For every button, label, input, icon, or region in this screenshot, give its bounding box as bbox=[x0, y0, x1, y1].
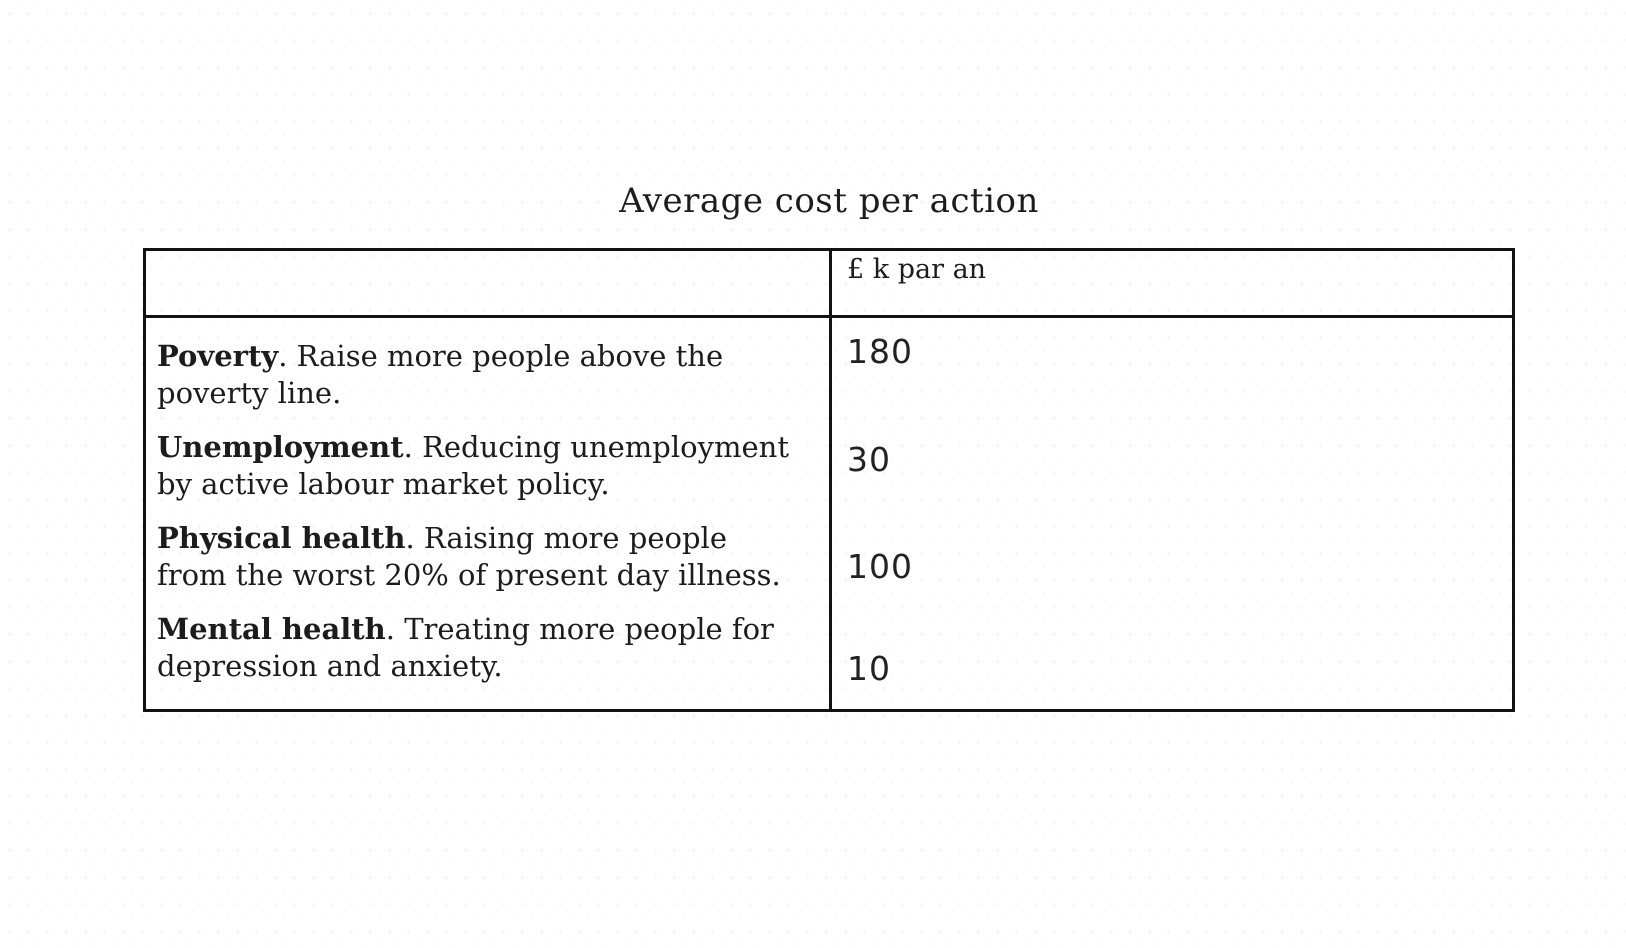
cost-table: £ k par an Poverty. Raise more people ab… bbox=[143, 248, 1515, 712]
action-term: Poverty bbox=[157, 339, 279, 373]
cost-value-poverty: 180 bbox=[847, 332, 913, 371]
cost-value-physical-health: 100 bbox=[847, 547, 913, 586]
page-title: Average cost per action bbox=[619, 181, 1039, 221]
action-item-physical-health: Physical health. Raising more people fro… bbox=[157, 520, 801, 594]
term-separator: . bbox=[403, 430, 423, 464]
action-item-unemployment: Unemployment. Reducing unemployment by a… bbox=[157, 429, 801, 503]
action-description: Treating more people for depression and … bbox=[157, 612, 774, 683]
action-term: Unemployment bbox=[157, 430, 404, 464]
cost-value-mental-health: 10 bbox=[847, 649, 891, 688]
header-cell-empty bbox=[146, 251, 832, 318]
action-item-poverty: Poverty. Raise more people above the pov… bbox=[157, 338, 801, 412]
term-separator: . bbox=[385, 612, 405, 646]
action-description: Raising more people from the worst 20% o… bbox=[157, 521, 781, 592]
action-description: Reducing unemployment by active labour m… bbox=[157, 430, 789, 501]
action-description: Raise more people above the poverty line… bbox=[157, 339, 724, 410]
action-term: Mental health bbox=[157, 612, 386, 646]
term-separator: . bbox=[278, 339, 297, 373]
header-cell-unit: £ k par an bbox=[832, 251, 1512, 318]
action-item-mental-health: Mental health. Treating more people for … bbox=[157, 611, 801, 685]
actions-cell: Poverty. Raise more people above the pov… bbox=[146, 318, 832, 709]
cost-value-unemployment: 30 bbox=[847, 440, 891, 479]
action-term: Physical health bbox=[157, 521, 406, 555]
unit-header-label: £ k par an bbox=[847, 254, 987, 285]
term-separator: . bbox=[405, 521, 424, 555]
values-cell: 180 30 100 10 bbox=[832, 318, 1512, 709]
